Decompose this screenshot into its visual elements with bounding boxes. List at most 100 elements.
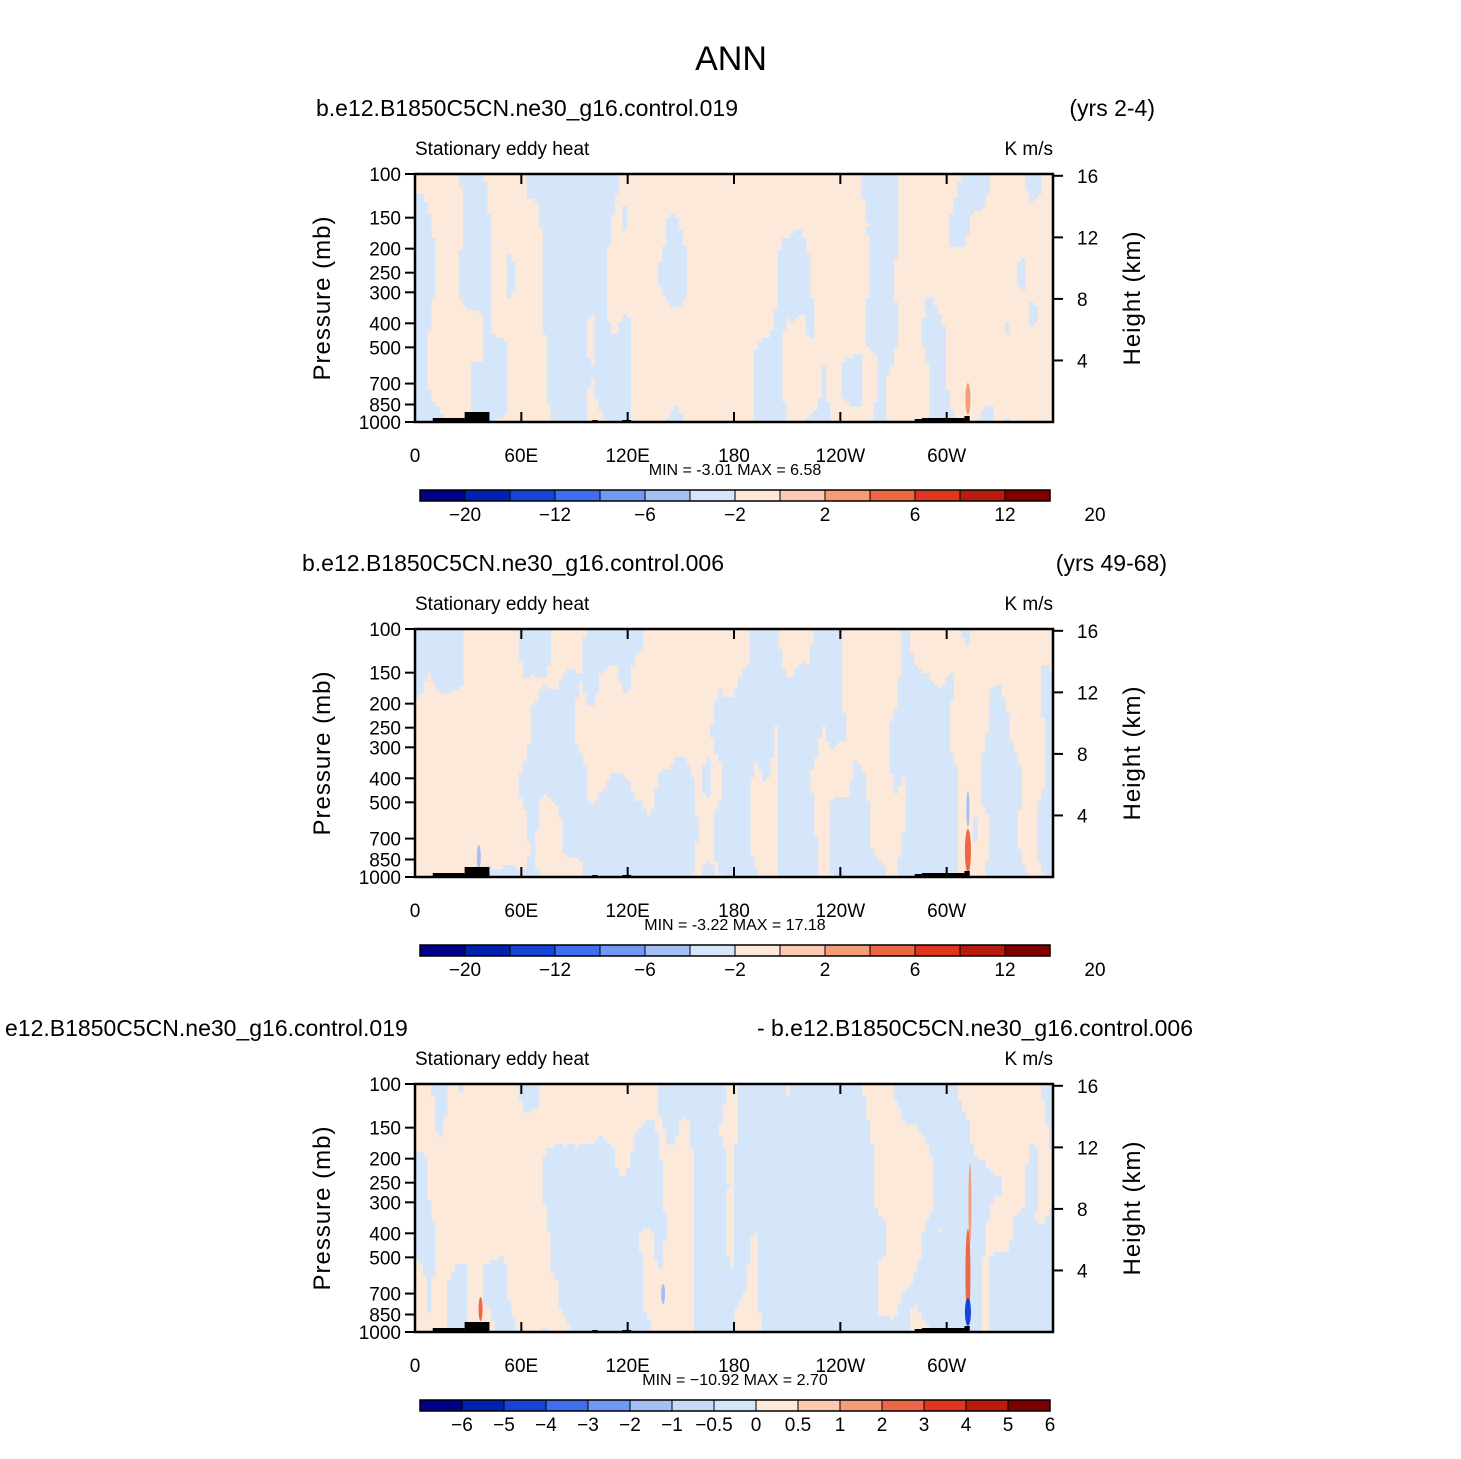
colorbar-swatch xyxy=(509,944,556,957)
y-tick-label: 400 xyxy=(369,769,401,790)
colorbar-label: −1 xyxy=(661,1415,683,1436)
colorbar-swatch xyxy=(554,944,601,957)
x-tick-label: 60W xyxy=(927,446,966,467)
colorbar-swatch xyxy=(959,489,1006,502)
colorbar-swatch xyxy=(599,944,646,957)
y-tick-label: 150 xyxy=(369,664,401,685)
x-tick-label: 120E xyxy=(605,446,649,467)
colorbar-swatch xyxy=(464,944,511,957)
colorbar-label: −6 xyxy=(634,505,656,526)
y-tick-label: 150 xyxy=(369,209,401,230)
y2-axis-label: Height (km) xyxy=(1119,685,1146,820)
colorbar-swatch xyxy=(671,1399,715,1412)
colorbar-swatch xyxy=(869,944,916,957)
contour-field xyxy=(415,174,1053,423)
colorbar-label: −0.5 xyxy=(695,1415,733,1436)
y-tick-label: 250 xyxy=(369,1174,401,1195)
colorbar-swatch xyxy=(689,944,736,957)
colorbar-label: −2 xyxy=(724,505,746,526)
min-max-label: MIN = -3.01 MAX = 6.58 xyxy=(649,462,822,479)
colorbar: −6 −5 −4 −3 −2 −1 −0.5 0 0.5 1 2 3 4 5 6 xyxy=(419,1399,1056,1436)
colorbar-swatch xyxy=(1007,1399,1051,1412)
colorbar-swatch xyxy=(599,489,646,502)
colorbar-label: 2 xyxy=(820,505,831,526)
years-label: (yrs 2-4) xyxy=(1069,95,1155,121)
colorbar-swatch xyxy=(839,1399,883,1412)
x-tick-label: 60W xyxy=(927,1356,966,1377)
y-tick-label: 100 xyxy=(369,1075,401,1096)
colorbar-label: −2 xyxy=(619,1415,641,1436)
case-label: b.e12.B1850C5CN.ne30_g16.control.006 xyxy=(302,550,724,576)
colorbar-swatch xyxy=(644,944,691,957)
case-label: b.e12.B1850C5CN.ne30_g16.control.019 xyxy=(316,95,738,121)
colorbar-label: 6 xyxy=(910,960,921,981)
colorbar-swatch xyxy=(419,489,466,502)
y-tick-label: 150 xyxy=(369,1119,401,1140)
colorbar-label: −3 xyxy=(577,1415,599,1436)
y-tick-label: 100 xyxy=(369,165,401,186)
years-label: - b.e12.B1850C5CN.ne30_g16.control.006 xyxy=(757,1015,1193,1041)
y-tick-label: 300 xyxy=(369,283,401,304)
y-tick-label: 1000 xyxy=(359,868,401,889)
colorbar-label: −4 xyxy=(535,1415,557,1436)
colorbar-swatch xyxy=(869,489,916,502)
colorbar-swatch xyxy=(554,489,601,502)
units-label: K m/s xyxy=(1004,139,1053,160)
y-tick-label: 500 xyxy=(369,1248,401,1269)
years-label: (yrs 49-68) xyxy=(1056,550,1167,576)
y-tick-label: 700 xyxy=(369,1285,401,1306)
variable-label: Stationary eddy heat xyxy=(415,139,590,160)
x-tick-label: 180 xyxy=(718,901,750,922)
x-tick-label: 120W xyxy=(816,901,866,922)
colorbar-swatch xyxy=(587,1399,631,1412)
colorbar-swatch xyxy=(797,1399,841,1412)
contour-field xyxy=(415,629,1054,878)
colorbar-label: −2 xyxy=(724,960,746,981)
x-tick-label: 60E xyxy=(504,1356,538,1377)
colorbar-label: −12 xyxy=(539,505,571,526)
y-tick-label: 400 xyxy=(369,1224,401,1245)
colorbar-swatch xyxy=(1004,944,1051,957)
colorbar-swatch xyxy=(464,489,511,502)
colorbar-label: 12 xyxy=(994,505,1015,526)
colorbar-swatch xyxy=(689,489,736,502)
y2-tick-label: 12 xyxy=(1077,228,1098,249)
min-max-label: MIN = -3.22 MAX = 17.18 xyxy=(644,917,826,934)
y2-tick-label: 8 xyxy=(1077,1200,1088,1221)
x-tick-label: 180 xyxy=(718,1356,750,1377)
colorbar-swatch xyxy=(734,489,781,502)
contour-field xyxy=(415,1084,1054,1333)
y-tick-label: 300 xyxy=(369,738,401,759)
y2-tick-label: 16 xyxy=(1077,167,1098,188)
y-tick-label: 250 xyxy=(369,264,401,285)
y-tick-label: 850 xyxy=(369,395,401,416)
colorbar-label: 12 xyxy=(994,960,1015,981)
x-tick-label: 60W xyxy=(927,901,966,922)
y-tick-label: 850 xyxy=(369,1305,401,1326)
y-tick-label: 1000 xyxy=(359,413,401,434)
colorbar-label: 3 xyxy=(919,1415,930,1436)
y-tick-label: 100 xyxy=(369,620,401,641)
y-tick-label: 700 xyxy=(369,830,401,851)
x-tick-label: 120E xyxy=(605,1356,649,1377)
colorbar-label: 5 xyxy=(1003,1415,1014,1436)
colorbar-label: 4 xyxy=(961,1415,972,1436)
variable-label: Stationary eddy heat xyxy=(415,1049,590,1070)
colorbar-label: −6 xyxy=(451,1415,473,1436)
y-axis-label: Pressure (mb) xyxy=(309,215,336,380)
y2-tick-label: 12 xyxy=(1077,683,1098,704)
figure-title: ANN xyxy=(695,40,767,78)
colorbar-swatch xyxy=(779,944,826,957)
y-tick-label: 250 xyxy=(369,719,401,740)
colorbar-swatch xyxy=(824,944,871,957)
colorbar-swatch xyxy=(959,944,1006,957)
x-tick-label: 60E xyxy=(504,901,538,922)
colorbar-label: −6 xyxy=(634,960,656,981)
variable-label: Stationary eddy heat xyxy=(415,594,590,615)
y-tick-label: 300 xyxy=(369,1193,401,1214)
units-label: K m/s xyxy=(1004,1049,1053,1070)
colorbar-label: 6 xyxy=(1045,1415,1056,1436)
colorbar-label: 2 xyxy=(820,960,831,981)
colorbar-label: −20 xyxy=(449,960,481,981)
y2-tick-label: 8 xyxy=(1077,745,1088,766)
